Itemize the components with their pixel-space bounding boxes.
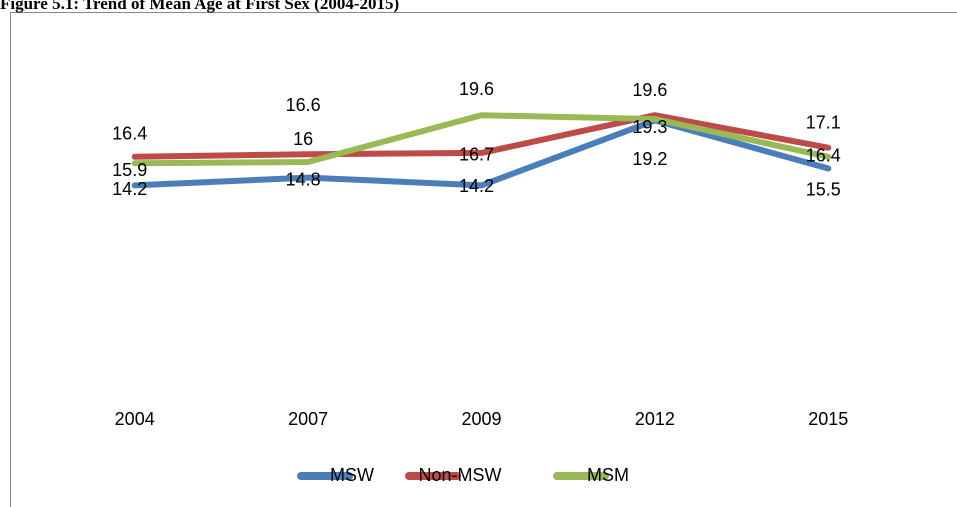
data-label: 16.4: [112, 124, 147, 144]
data-label: 16.4: [806, 146, 841, 166]
x-tick-label: 2009: [461, 409, 501, 429]
data-label: 19.6: [459, 79, 494, 99]
series-line: [131, 117, 832, 189]
data-label: 16.6: [286, 95, 321, 115]
series-line: [131, 112, 832, 167]
x-tick-label: 2007: [288, 409, 328, 429]
x-tick-label: 2004: [115, 409, 155, 429]
data-label: 16.7: [459, 145, 494, 165]
x-tick-label: 2015: [808, 409, 848, 429]
data-label: 15.5: [806, 179, 841, 199]
data-label: 15.9: [112, 160, 147, 180]
data-label: 17.1: [806, 112, 841, 132]
data-label: 19.2: [632, 149, 667, 169]
data-label: 14.2: [112, 179, 147, 199]
x-tick-label: 2012: [635, 409, 675, 429]
series-line: [131, 112, 832, 160]
legend-label: MSM: [587, 465, 629, 485]
legend-label: Non-MSW: [418, 465, 501, 485]
data-label: 19.3: [632, 117, 667, 137]
data-label: 14.2: [459, 176, 494, 196]
data-label: 16: [293, 129, 313, 149]
data-label: 19.6: [632, 80, 667, 100]
chart-title: Figure 5.1: Trend of Mean Age at First S…: [0, 0, 399, 13]
data-label: 14.8: [286, 169, 321, 189]
legend-label: MSW: [330, 465, 374, 485]
